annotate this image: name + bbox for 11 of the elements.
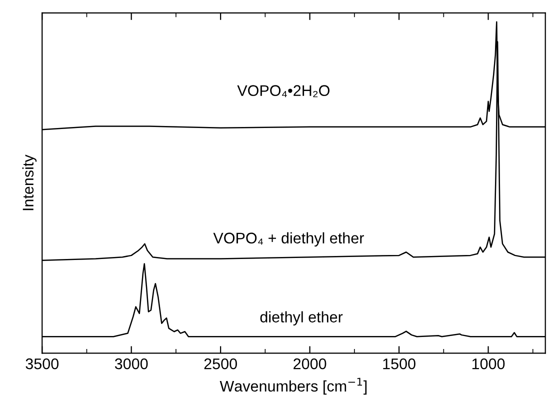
series-label: diethyl ether — [260, 311, 343, 326]
y-axis-title: Intensity — [22, 154, 37, 210]
x-tick-label: 1500 — [383, 358, 416, 370]
x-axis-title: Wavenumbers [cm$^{−1}$] — [220, 378, 367, 395]
series-label: VOPO₄ + diethyl ether — [213, 232, 364, 247]
x-tick-label: 1000 — [472, 358, 505, 370]
series-label: VOPO₄•2H₂O — [237, 85, 330, 98]
x-tick-label: 2000 — [294, 358, 326, 370]
x-tick-label: 2500 — [204, 358, 237, 370]
x-tick-label: 3500 — [26, 358, 59, 370]
x-tick-label: 3000 — [114, 358, 148, 370]
